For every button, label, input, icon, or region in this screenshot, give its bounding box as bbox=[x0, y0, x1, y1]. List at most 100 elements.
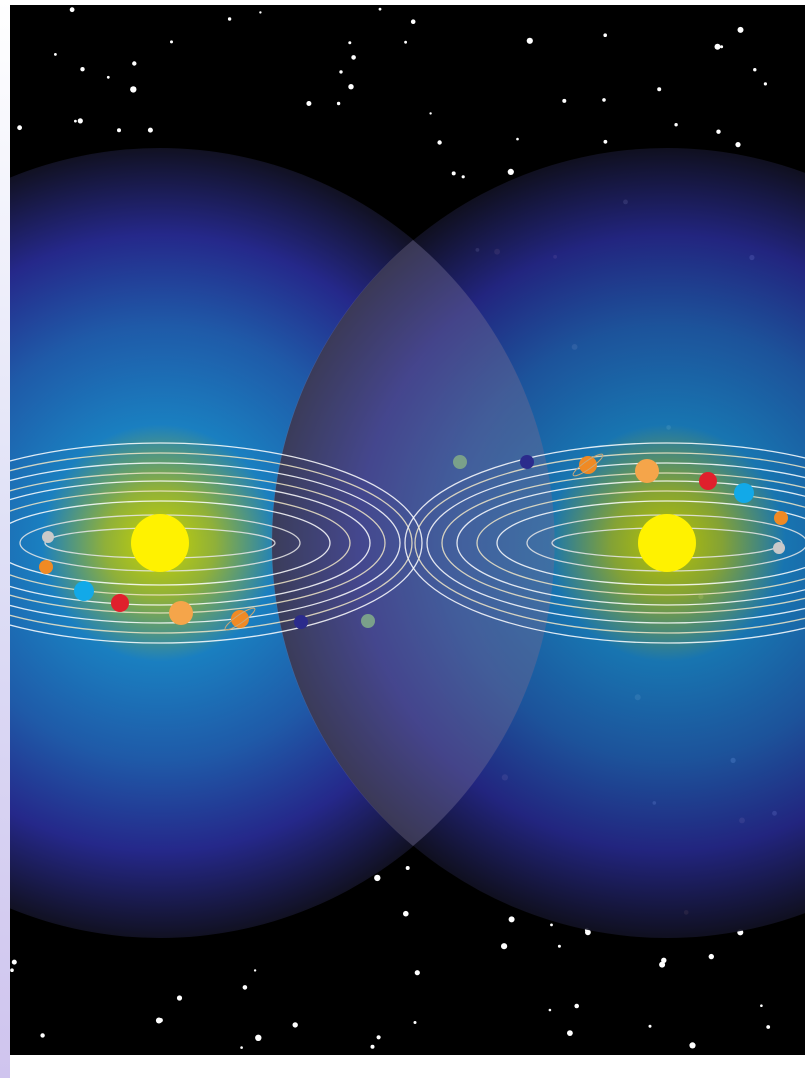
orbit bbox=[10, 480, 371, 606]
star bbox=[674, 123, 678, 127]
planet bbox=[169, 601, 193, 625]
star bbox=[414, 970, 420, 976]
star bbox=[410, 19, 416, 25]
planet bbox=[231, 610, 249, 628]
star bbox=[255, 1034, 262, 1042]
star bbox=[562, 98, 567, 103]
planet bbox=[699, 472, 717, 490]
star bbox=[648, 1024, 652, 1028]
orbit bbox=[414, 452, 805, 634]
star bbox=[130, 86, 137, 93]
star bbox=[74, 119, 77, 123]
star bbox=[659, 961, 666, 968]
star bbox=[550, 923, 553, 927]
planet bbox=[42, 531, 54, 543]
star bbox=[403, 910, 409, 917]
planet bbox=[39, 560, 53, 574]
star bbox=[716, 129, 721, 134]
star bbox=[155, 1017, 162, 1024]
orbit bbox=[10, 472, 386, 614]
scene bbox=[10, 5, 805, 1055]
star bbox=[54, 53, 57, 56]
star bbox=[106, 75, 110, 79]
orbit bbox=[10, 452, 413, 634]
star bbox=[292, 1022, 298, 1028]
star bbox=[370, 1044, 375, 1049]
star bbox=[574, 1003, 579, 1009]
star bbox=[661, 957, 667, 963]
star bbox=[507, 168, 514, 175]
ring bbox=[572, 453, 604, 477]
star bbox=[339, 70, 343, 74]
star bbox=[147, 127, 153, 133]
star bbox=[766, 1025, 771, 1029]
planet bbox=[635, 459, 659, 483]
star bbox=[708, 953, 714, 960]
star bbox=[351, 55, 356, 60]
star bbox=[689, 1042, 696, 1049]
star bbox=[306, 101, 312, 106]
star bbox=[348, 41, 352, 45]
star bbox=[585, 929, 591, 936]
orbit bbox=[426, 462, 805, 624]
star bbox=[176, 995, 183, 1001]
star bbox=[557, 944, 561, 948]
star bbox=[603, 33, 607, 37]
orbit bbox=[10, 442, 423, 644]
star bbox=[501, 943, 508, 950]
planet bbox=[520, 455, 534, 469]
orbit bbox=[10, 500, 331, 586]
star bbox=[657, 87, 662, 92]
planet bbox=[74, 581, 94, 601]
star bbox=[240, 1046, 243, 1049]
star bbox=[603, 139, 608, 144]
star bbox=[451, 171, 456, 176]
star bbox=[404, 40, 407, 44]
star bbox=[336, 101, 341, 106]
star bbox=[10, 968, 14, 972]
star bbox=[461, 175, 465, 179]
star bbox=[548, 1008, 552, 1012]
planet bbox=[294, 615, 308, 629]
orbit bbox=[456, 480, 805, 606]
star bbox=[40, 1033, 45, 1038]
star bbox=[763, 82, 768, 86]
planet bbox=[111, 594, 129, 612]
star bbox=[253, 969, 257, 972]
right-sphere bbox=[272, 148, 805, 938]
star bbox=[69, 7, 75, 13]
planet bbox=[453, 455, 467, 469]
planet bbox=[773, 542, 785, 554]
orbit bbox=[10, 462, 401, 624]
star bbox=[508, 916, 515, 923]
star bbox=[753, 68, 757, 72]
star bbox=[735, 142, 741, 148]
planet bbox=[361, 614, 375, 628]
star bbox=[132, 61, 137, 66]
planet bbox=[774, 511, 788, 525]
star bbox=[376, 1035, 381, 1040]
star bbox=[348, 84, 354, 90]
star bbox=[714, 43, 721, 50]
star bbox=[80, 67, 85, 72]
planet bbox=[734, 483, 754, 503]
star bbox=[227, 17, 232, 21]
overlap bbox=[271, 240, 555, 846]
star bbox=[77, 118, 83, 124]
star bbox=[17, 125, 22, 131]
orbits bbox=[10, 442, 805, 644]
star bbox=[374, 874, 381, 882]
star bbox=[378, 7, 382, 11]
star bbox=[526, 37, 533, 44]
orbit bbox=[10, 490, 351, 596]
star bbox=[405, 866, 410, 870]
right-planets bbox=[453, 453, 788, 554]
left-planets bbox=[39, 531, 375, 631]
star bbox=[760, 1004, 763, 1007]
star bbox=[413, 1021, 417, 1024]
star bbox=[602, 98, 606, 102]
star bbox=[516, 137, 519, 141]
